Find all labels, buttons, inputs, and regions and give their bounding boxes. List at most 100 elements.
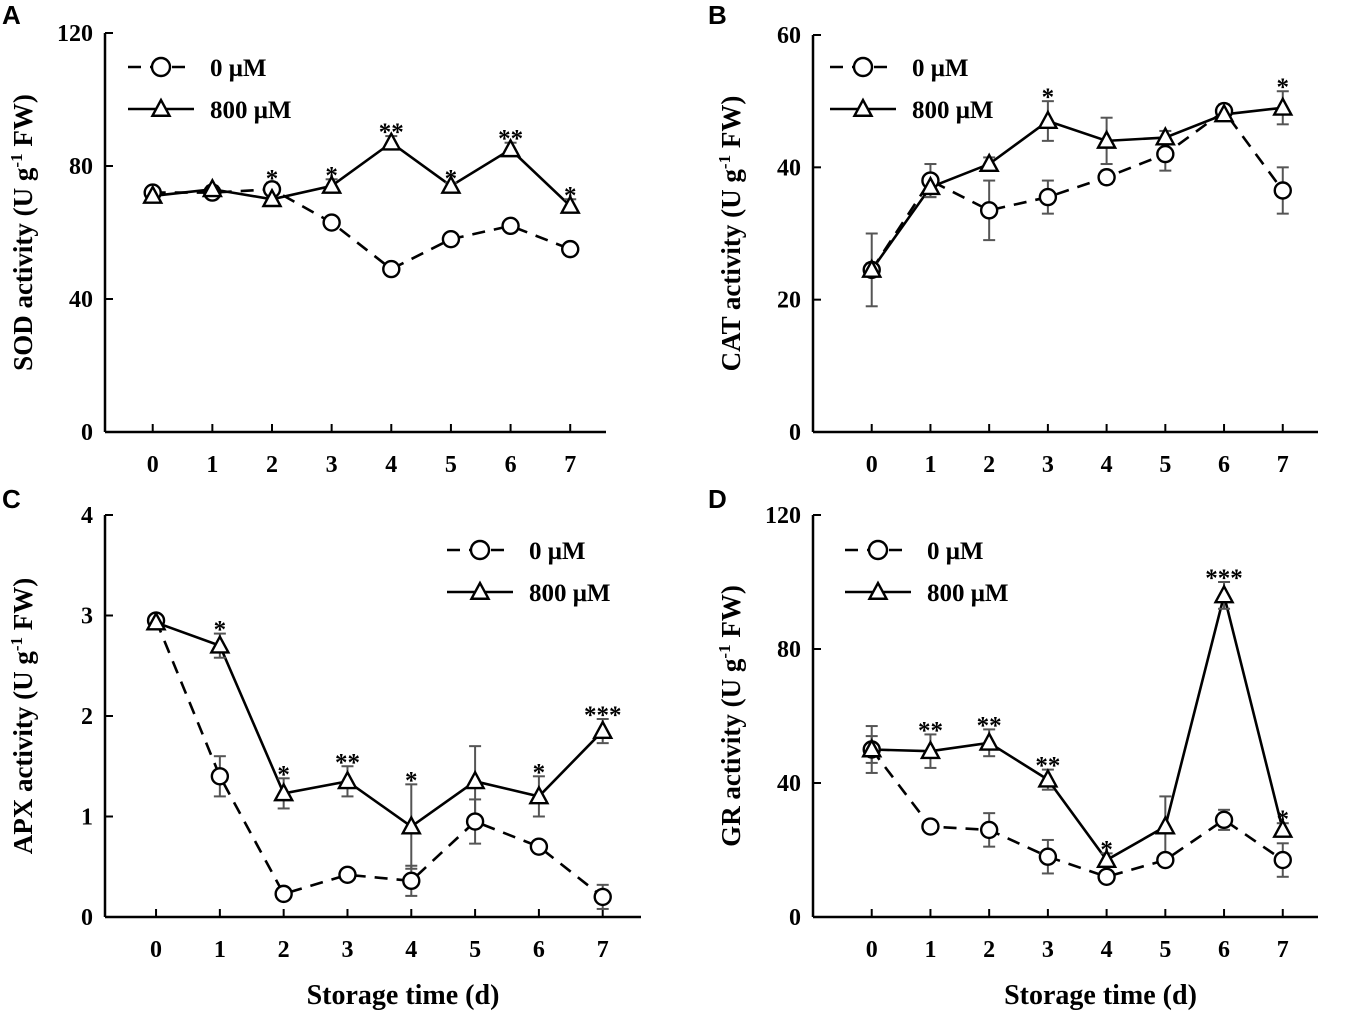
y-tick-label: 0 [81, 905, 93, 931]
data-point-0um [1273, 850, 1292, 870]
data-point-800um [592, 719, 614, 740]
legend-marker-circle [150, 56, 172, 78]
data-point-0um [1038, 187, 1058, 207]
data-point-800um [1154, 815, 1176, 835]
data-point-800um [142, 184, 164, 204]
y-axis-label: GR activity (U g-1 FW) [715, 585, 746, 847]
significance-marker: * [277, 761, 290, 788]
x-tick-label: 6 [1218, 937, 1230, 963]
data-point-800um [1096, 848, 1118, 868]
y-tick-label: 0 [789, 905, 801, 931]
data-point-800um [1272, 96, 1294, 116]
data-point-800um [201, 177, 223, 198]
data-point-0um [561, 239, 580, 259]
legend: 0 μM 800 μM [128, 55, 292, 124]
data-point-800um [1037, 768, 1059, 788]
series-line-800um [871, 595, 1285, 862]
significance-marker: * [325, 162, 338, 189]
x-axis-label: Storage time (d) [1004, 980, 1197, 1011]
significance-marker: ** [335, 749, 360, 776]
panel-letter: C [2, 484, 21, 514]
x-tick-label: 6 [533, 937, 545, 963]
data-point-800um [209, 634, 231, 654]
legend-marker-circle [469, 539, 491, 561]
panel-letter: A [2, 0, 21, 30]
y-axis-label-end: FW) [8, 94, 38, 153]
y-tick-label: 20 [777, 288, 801, 314]
legend-label: 0 μM [529, 538, 586, 565]
y-axis-label-sup: -1 [7, 153, 26, 167]
y-tick-label: 2 [81, 704, 93, 730]
significance-marker: * [214, 617, 227, 644]
data-point-800um [321, 174, 343, 194]
data-point-0um [322, 213, 341, 232]
y-tick-label: 80 [777, 637, 801, 663]
significance-marker: * [1277, 806, 1290, 833]
significance-marker: ** [498, 126, 523, 153]
y-axis-label-sup: -1 [7, 637, 26, 651]
data-point-800um [861, 737, 883, 758]
x-tick-label: 4 [385, 452, 397, 478]
panel-a: A 0 40 80 120 0 1 2 3 4 5 6 7 SOD activity (U g-1 FW)… [2, 0, 606, 478]
significance-marker: * [564, 182, 577, 209]
significance-marker: ** [977, 712, 1002, 739]
y-tick-label: 0 [81, 420, 93, 446]
x-tick-label: 3 [1042, 937, 1054, 963]
legend-label: 800 μM [927, 580, 1009, 607]
legend: 0 μM 800 μM [447, 538, 611, 607]
data-point-800um [145, 611, 167, 631]
data-point-0um [921, 817, 940, 836]
panel-c: C 0 1 2 3 4 0 1 2 3 4 5 6 7 APX activity (U g-1 FW) Sto… [2, 484, 641, 1011]
significance-marker: *** [1205, 565, 1243, 592]
y-tick-label: 3 [81, 604, 93, 630]
y-axis-label-sup: -1 [715, 155, 734, 169]
legend-label: 0 μM [912, 55, 969, 82]
y-axis-label: SOD activity (U g-1 FW) [7, 94, 38, 371]
data-point-800um [528, 784, 550, 805]
panel-letter: D [708, 484, 727, 514]
y-axis-label-end: FW) [8, 578, 38, 637]
x-tick-label: 1 [214, 937, 226, 963]
x-tick-label: 4 [1101, 452, 1113, 478]
data-point-0um [1156, 850, 1175, 870]
legend-label: 800 μM [210, 97, 292, 124]
data-point-800um [861, 258, 883, 278]
x-tick-label: 5 [1159, 937, 1171, 963]
data-point-800um [380, 131, 402, 151]
significance-marker: * [1100, 836, 1113, 863]
data-point-800um [336, 769, 359, 790]
significance-marker: * [266, 166, 279, 193]
data-point-0um [274, 884, 293, 904]
data-point-0um [1273, 181, 1292, 200]
data-point-0um [1214, 810, 1234, 830]
x-tick-label: 7 [1277, 937, 1289, 963]
data-point-800um [273, 781, 295, 802]
x-tick-label: 5 [469, 937, 481, 963]
data-point-0um [1097, 168, 1116, 187]
legend-label: 800 μM [529, 580, 611, 607]
data-point-800um [1272, 818, 1294, 838]
y-tick-label: 80 [69, 154, 93, 180]
panel-b: B 0 20 40 60 0 1 2 3 4 5 6 7 CAT activity (U g-1 FW) *… [708, 0, 1318, 478]
legend: 0 μM 800 μM [830, 55, 994, 124]
data-point-800um [919, 739, 942, 760]
data-point-800um [1096, 129, 1118, 149]
data-point-0um [210, 767, 230, 786]
y-tick-label: 0 [789, 420, 801, 446]
panel-letter: B [708, 0, 727, 30]
data-point-800um [500, 137, 522, 158]
y-axis-label-main: APX activity (U g [8, 651, 38, 855]
x-tick-label: 5 [445, 452, 457, 478]
data-point-800um [978, 731, 1000, 751]
data-point-0um [1038, 847, 1058, 866]
legend-marker-circle [867, 539, 889, 561]
y-axis-label-main: GR activity (U g [716, 658, 746, 847]
significance-marker: * [1042, 84, 1055, 111]
significance-marker: * [405, 767, 418, 794]
legend-label: 800 μM [912, 97, 994, 124]
x-tick-label: 2 [266, 452, 278, 478]
data-point-0um [1156, 144, 1175, 164]
y-tick-label: 60 [777, 23, 801, 49]
x-tick-label: 3 [326, 452, 338, 478]
y-axis-label: APX activity (U g-1 FW) [7, 578, 38, 855]
